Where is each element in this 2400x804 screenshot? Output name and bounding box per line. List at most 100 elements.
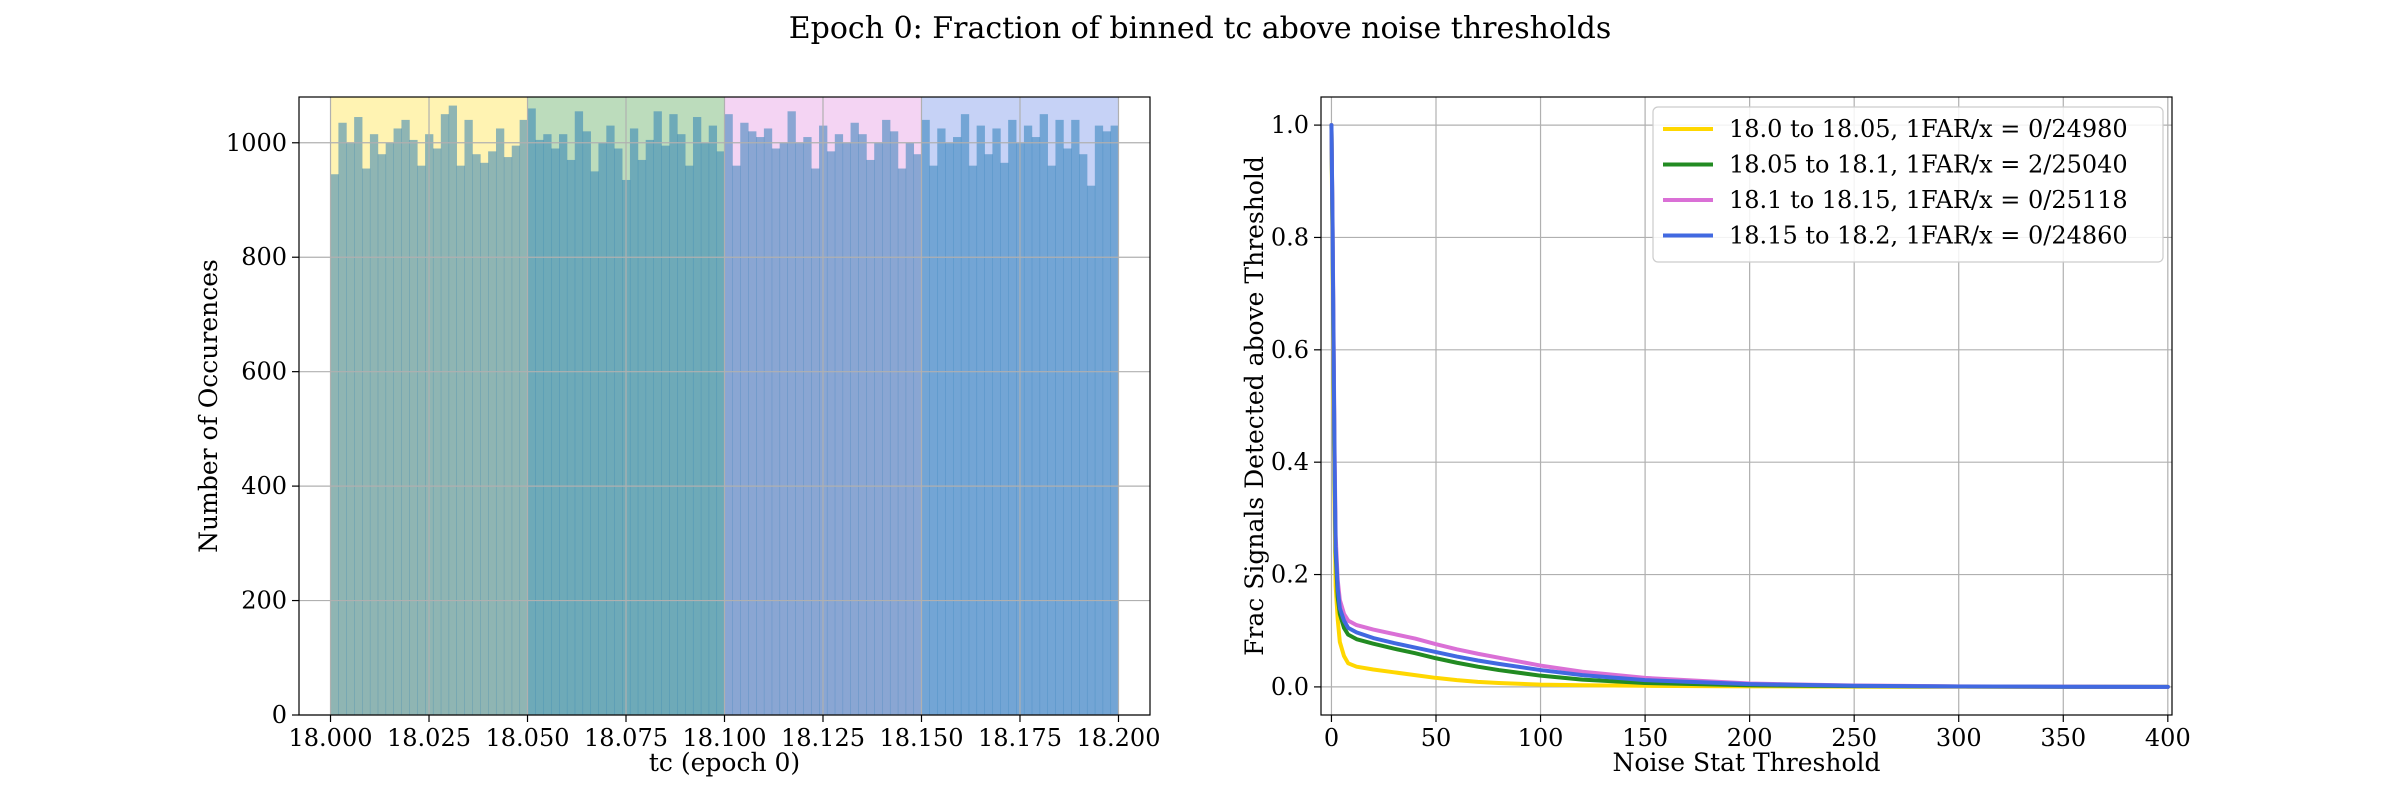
hist-bar [598, 142, 607, 715]
hist-bar [559, 134, 568, 715]
hist-bar [629, 128, 639, 715]
hist-bar [566, 159, 576, 715]
hist-x-tick-label: 18.025 [387, 724, 471, 752]
hist-bar [889, 131, 899, 716]
hist-x-tick-label: 18.150 [879, 724, 963, 752]
hist-bar [401, 119, 410, 715]
hist-bar [992, 128, 1001, 715]
hist-bar [716, 151, 725, 716]
hist-y-tick-label: 1000 [226, 129, 287, 157]
hist-bar [432, 148, 442, 715]
line-x-tick-label: 0 [1324, 724, 1339, 752]
hist-bar [1102, 131, 1112, 716]
histogram-chart: 18.000 18.025 18.050 18.075 18.100 18.125 18.1… [194, 96, 1160, 777]
hist-bar [338, 122, 347, 715]
hist-bar [685, 165, 694, 715]
hist-x-tick-label: 18.200 [1076, 724, 1160, 752]
hist-bar [732, 165, 741, 715]
hist-bar [858, 134, 867, 715]
hist-bar [1000, 162, 1009, 716]
hist-bar [330, 174, 339, 715]
line-axes-frame [1320, 96, 2173, 716]
hist-bar [495, 128, 505, 715]
hist-bar [708, 125, 718, 716]
hist-bar [456, 165, 465, 715]
line-x-tick-label: 50 [1421, 724, 1452, 752]
hist-bar [362, 168, 371, 715]
hist-bar [503, 157, 513, 716]
hist-bar [1031, 137, 1041, 716]
hist-bar [756, 137, 765, 716]
hist-bar [787, 111, 796, 716]
hist-bar [953, 137, 962, 716]
hist-bar [511, 145, 521, 715]
hist-x-axis-label: tc (epoch 0) [649, 748, 800, 777]
hist-y-tick-label: 600 [241, 358, 287, 386]
line-chart: 0 50 100 150 200 250 300 350 400 0.0 0.2 0.4 0.6 0.8 1… [1240, 96, 2191, 777]
hist-bar [882, 119, 891, 715]
hist-bar [574, 111, 584, 716]
line-x-tick-label: 250 [1831, 724, 1877, 752]
hist-bar [1063, 148, 1072, 715]
line-y-axis-label: Frac Signals Detected above Threshold [1240, 156, 1269, 656]
hist-bar [826, 151, 836, 716]
hist-bar [645, 139, 654, 715]
line-y-tick-label: 0.2 [1271, 561, 1309, 589]
hist-bar [543, 134, 552, 715]
hist-bar [929, 165, 938, 715]
hist-bar [700, 142, 710, 715]
hist-bar [748, 131, 757, 716]
hist-bar [945, 142, 954, 715]
hist-bar [1110, 125, 1119, 716]
hist-bar [960, 114, 970, 715]
line-x-tick-label: 200 [1727, 724, 1773, 752]
legend-entry-1: 18.0 to 18.05, 1FAR/x = 0/24980 [1729, 115, 2128, 143]
line-y-tick-label: 0.6 [1271, 336, 1309, 364]
hist-bar [976, 125, 985, 716]
hist-bar [409, 139, 418, 715]
hist-x-tick-label: 18.050 [486, 724, 570, 752]
hist-bar [354, 117, 363, 716]
hist-bar [1071, 119, 1080, 715]
hist-bar [448, 105, 457, 716]
hist-bar [417, 165, 426, 715]
hist-bar [590, 171, 599, 715]
hist-y-axis-label: Number of Occurences [194, 259, 223, 553]
hist-bar [984, 154, 993, 715]
hist-bar [637, 159, 647, 715]
hist-x-tick-label: 18.000 [289, 724, 373, 752]
hist-bar [1055, 119, 1064, 715]
hist-bar [527, 108, 536, 715]
hist-bar [1094, 125, 1104, 716]
hist-bar [614, 148, 623, 715]
hist-bar [393, 128, 402, 715]
hist-bar [795, 142, 804, 715]
line-x-tick-label: 350 [2040, 724, 2086, 752]
hist-bar [669, 114, 678, 715]
hist-x-tick-label: 18.175 [978, 724, 1062, 752]
hist-bar [440, 114, 450, 715]
hist-bar [535, 139, 544, 715]
legend-box [1652, 106, 2164, 263]
hist-bar [472, 154, 481, 715]
line-x-axis-label: Noise Stat Threshold [1612, 748, 1880, 777]
legend-entry-3: 18.1 to 18.15, 1FAR/x = 0/25118 [1729, 186, 2128, 214]
hist-bar [1047, 165, 1056, 715]
hist-bar [866, 159, 875, 715]
hist-bar [1086, 185, 1096, 715]
hist-bar [661, 145, 670, 715]
hist-bar [582, 131, 591, 716]
hist-bar [779, 142, 788, 715]
hist-y-tick-label: 800 [241, 243, 287, 271]
hist-x-tick-label: 18.125 [781, 724, 865, 752]
hist-bar [874, 142, 883, 715]
hist-x-tick-label: 18.075 [584, 724, 668, 752]
hist-bar [811, 168, 820, 715]
hist-bar [519, 119, 528, 715]
hist-bar [968, 165, 978, 715]
hist-y-tick-label: 200 [241, 587, 287, 615]
hist-x-tick-label: 18.100 [683, 724, 767, 752]
hist-bar [1008, 119, 1017, 715]
